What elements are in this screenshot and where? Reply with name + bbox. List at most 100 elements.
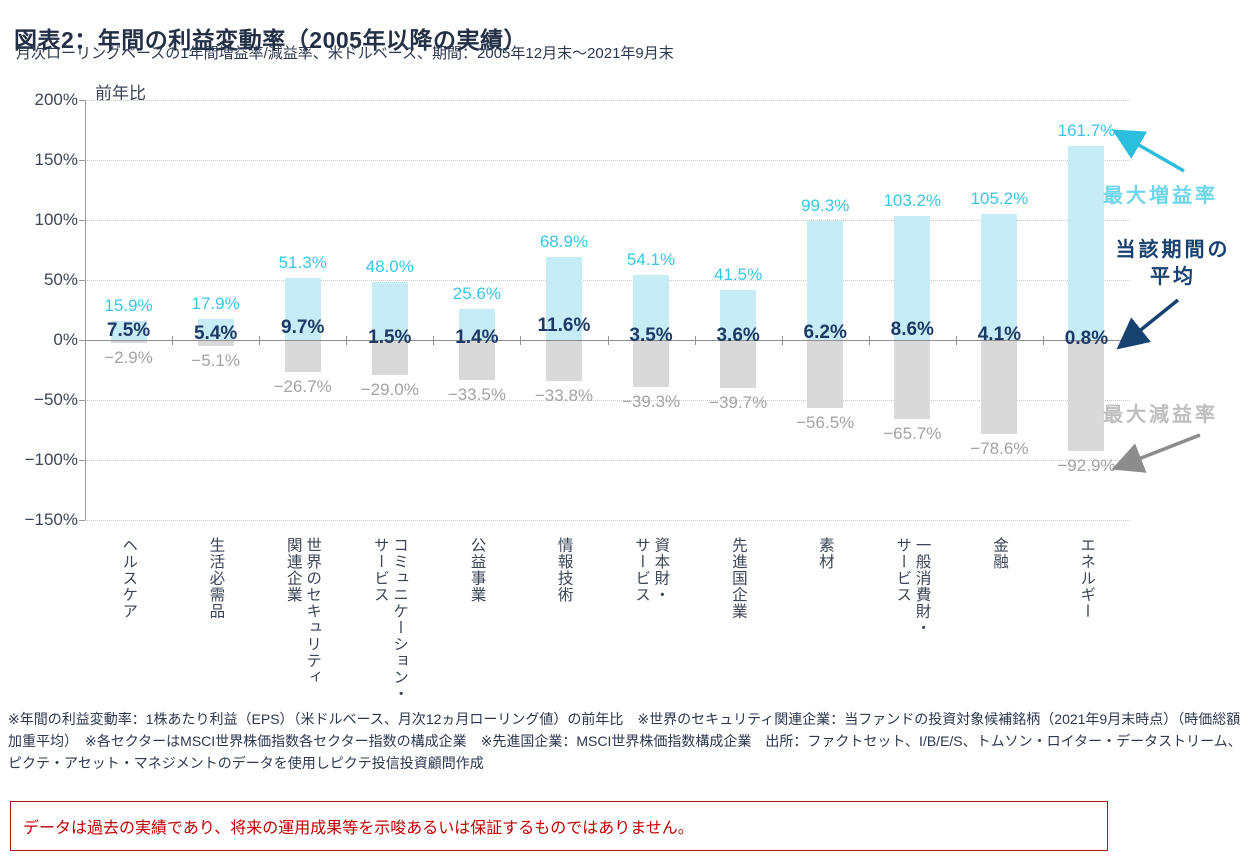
category-label: 生活必需品 (207, 537, 225, 620)
max-gain-value-label: 68.9% (539, 232, 589, 252)
y-axis-tick (79, 100, 85, 101)
bar-max-loss (981, 340, 1018, 435)
category-axis-tick (346, 336, 348, 345)
average-value-label: 1.5% (368, 327, 412, 349)
category-label: 金融 (991, 537, 1009, 570)
bar-max-loss (1068, 340, 1105, 452)
bar-max-loss (110, 340, 147, 344)
bar-max-loss (371, 340, 408, 375)
max-loss-value-label: −33.5% (447, 385, 506, 405)
y-axis-tick (79, 400, 85, 401)
bar-max-loss (284, 340, 321, 373)
category-axis-tick (520, 336, 522, 345)
max-loss-value-label: −78.6% (970, 439, 1029, 459)
y-axis-tick (79, 280, 85, 281)
max-gain-value-label: 161.7% (1057, 120, 1116, 140)
gridline (85, 460, 1130, 461)
gridline (85, 160, 1130, 161)
y-axis-tick-label: 50% (43, 270, 78, 289)
y-axis-tick (79, 340, 85, 341)
category-label: 世界のセキュリティ 関連企業 (284, 537, 322, 686)
y-axis-tick-label: −100% (24, 450, 78, 469)
bar-max-gain (197, 318, 234, 340)
category-label: コミュニケーション・ サービス (371, 537, 409, 702)
chart-title: 図表2：年間の利益変動率（2005年以降の実績） (14, 27, 527, 54)
average-arrow (1116, 298, 1180, 350)
bar-chart: 前年比 200% 150% 100% 50% 0% −50% −100% −150% 15.9%… (0, 84, 1256, 712)
category-label: 資本財・ サービス (633, 537, 670, 603)
y-axis-line (85, 100, 86, 520)
y-axis-tick (79, 520, 85, 521)
max-loss-value-label: −29.0% (360, 379, 419, 399)
max-loss-value-label: −39.7% (709, 392, 768, 412)
average-value-label: 6.2% (803, 321, 847, 343)
annotation-period-average-line2: 平均 (1150, 266, 1196, 288)
gridline (85, 520, 1130, 521)
max-loss-value-label: −33.8% (534, 385, 594, 405)
category-label: 情報技術 (555, 537, 573, 603)
max-gain-arrow (1111, 129, 1185, 173)
category-label: 素材 (816, 537, 834, 570)
category-axis-tick (172, 336, 174, 345)
max-gain-value-label: 41.5% (714, 265, 763, 285)
bar-max-loss (807, 340, 844, 408)
category-axis-tick (955, 336, 957, 345)
gridline (85, 400, 1130, 401)
bar-max-loss (197, 340, 234, 347)
bar-max-loss (458, 340, 495, 381)
bar-max-gain (284, 278, 321, 340)
bar-max-gain (1068, 145, 1105, 340)
average-value-label: 3.6% (716, 324, 760, 346)
max-gain-value-label: 15.9% (104, 295, 153, 315)
gridline (85, 100, 1130, 101)
category-axis-tick (607, 336, 609, 345)
bar-max-loss (894, 340, 931, 419)
bar-max-loss (720, 340, 757, 388)
bar-max-gain (110, 320, 147, 340)
y-axis-tick-label: −150% (24, 510, 78, 529)
category-axis-tick (868, 336, 870, 345)
max-gain-value-label: 105.2% (970, 188, 1029, 208)
bar-max-gain (894, 216, 931, 340)
category-label: 一般消費財・ サービス (894, 537, 931, 636)
max-gain-value-label: 103.2% (883, 191, 942, 211)
annotation-max-gain-rate: 最大増益率 (1103, 185, 1218, 207)
disclaimer-text: データは過去の実績であり、将来の運用成果等を示唆あるいは保証するものではありませ… (23, 820, 694, 837)
category-label: ヘルスケア (120, 537, 138, 620)
bar-max-gain (633, 275, 670, 340)
y-axis-tick-label: −50% (34, 390, 78, 409)
max-gain-value-label: 99.3% (801, 195, 850, 215)
footnote: ※年間の利益変動率：1株あたり利益（EPS）（米ドルベース、月次12ヵ月ローリン… (8, 711, 1242, 771)
average-value-label: 9.7% (281, 317, 325, 339)
max-gain-value-label: 17.9% (191, 293, 240, 313)
y-axis-tick (79, 160, 85, 161)
bar-max-loss (545, 340, 582, 381)
bar-max-gain (458, 309, 495, 340)
category-label: 公益事業 (468, 537, 486, 603)
y-axis-tick-label: 200% (34, 90, 78, 109)
max-loss-value-label: −92.9% (1057, 456, 1116, 476)
disclaimer-box: データは過去の実績であり、将来の運用成果等を示唆あるいは保証するものではありませ… (10, 801, 1108, 851)
max-loss-value-label: −39.3% (621, 392, 681, 412)
category-axis-tick (259, 336, 261, 345)
max-gain-value-label: 51.3% (278, 253, 327, 273)
category-axis-tick (433, 336, 435, 345)
bar-max-gain (981, 213, 1018, 340)
average-value-label: 7.5% (106, 320, 151, 341)
category-label: 先進国企業 (729, 537, 747, 620)
average-value-label: 11.6% (537, 315, 591, 337)
average-value-label: 3.5% (629, 324, 673, 346)
average-value-label: 4.1% (977, 324, 1022, 346)
y-axis-tick (79, 460, 85, 461)
bar-max-loss (633, 340, 670, 388)
average-value-label: 1.4% (455, 327, 499, 349)
bar-max-gain (371, 282, 408, 340)
category-label: エネルギー (1078, 537, 1096, 620)
max-loss-value-label: −5.1% (191, 351, 240, 371)
annotation-period-average: 当該期間の 平均 (1088, 237, 1256, 291)
average-value-label: 8.6% (890, 318, 934, 340)
gridline (85, 220, 1130, 221)
y-axis-tick-label: 0% (53, 330, 78, 349)
max-gain-value-label: 25.6% (452, 284, 501, 304)
